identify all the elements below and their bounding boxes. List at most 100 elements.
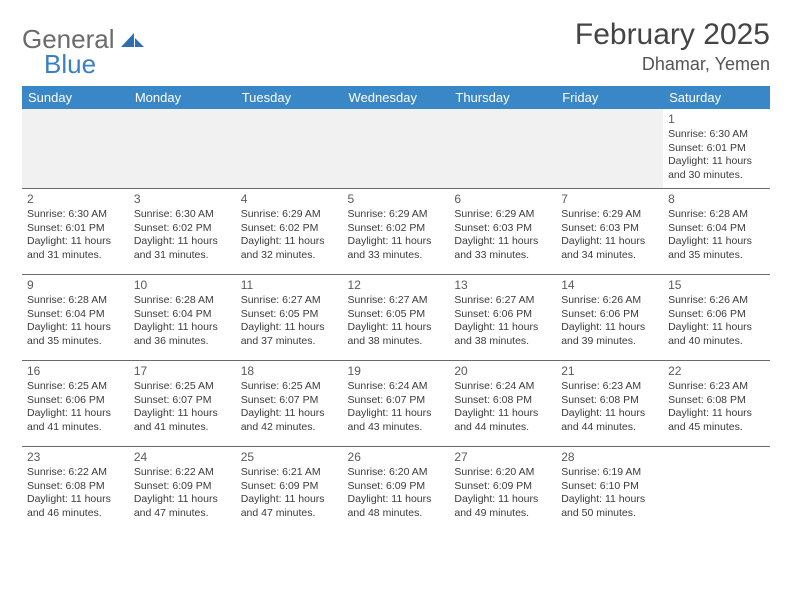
calendar-cell: 14Sunrise: 6:26 AMSunset: 6:06 PMDayligh… [556, 275, 663, 361]
calendar-cell: 10Sunrise: 6:28 AMSunset: 6:04 PMDayligh… [129, 275, 236, 361]
sunrise-text: Sunrise: 6:25 AM [134, 380, 231, 393]
sunrise-text: Sunrise: 6:28 AM [668, 208, 765, 221]
calendar-cell: 9Sunrise: 6:28 AMSunset: 6:04 PMDaylight… [22, 275, 129, 361]
sunrise-text: Sunrise: 6:20 AM [348, 466, 445, 479]
sunset-text: Sunset: 6:02 PM [241, 222, 338, 235]
sunset-text: Sunset: 6:04 PM [27, 308, 124, 321]
daylight-text: Daylight: 11 hours and 33 minutes. [454, 235, 551, 262]
day-number: 20 [454, 364, 551, 379]
calendar-cell: 28Sunrise: 6:19 AMSunset: 6:10 PMDayligh… [556, 447, 663, 533]
calendar-cell: 27Sunrise: 6:20 AMSunset: 6:09 PMDayligh… [449, 447, 556, 533]
day-number: 16 [27, 364, 124, 379]
sunrise-text: Sunrise: 6:21 AM [241, 466, 338, 479]
calendar-cell: 21Sunrise: 6:23 AMSunset: 6:08 PMDayligh… [556, 361, 663, 447]
day-number: 24 [134, 450, 231, 465]
calendar-week: 2Sunrise: 6:30 AMSunset: 6:01 PMDaylight… [22, 189, 770, 275]
calendar-cell [236, 109, 343, 189]
sunset-text: Sunset: 6:09 PM [134, 480, 231, 493]
brand-logo: General Blue [22, 18, 145, 80]
sunset-text: Sunset: 6:04 PM [134, 308, 231, 321]
calendar-cell: 1Sunrise: 6:30 AMSunset: 6:01 PMDaylight… [663, 109, 770, 189]
day-number: 6 [454, 192, 551, 207]
sunset-text: Sunset: 6:06 PM [561, 308, 658, 321]
calendar-cell: 20Sunrise: 6:24 AMSunset: 6:08 PMDayligh… [449, 361, 556, 447]
sunset-text: Sunset: 6:10 PM [561, 480, 658, 493]
day-number: 13 [454, 278, 551, 293]
calendar-cell [343, 109, 450, 189]
weekday-header: Sunday [22, 86, 129, 109]
day-number: 8 [668, 192, 765, 207]
calendar-cell: 22Sunrise: 6:23 AMSunset: 6:08 PMDayligh… [663, 361, 770, 447]
day-number: 25 [241, 450, 338, 465]
sunset-text: Sunset: 6:09 PM [348, 480, 445, 493]
daylight-text: Daylight: 11 hours and 38 minutes. [348, 321, 445, 348]
calendar-cell: 18Sunrise: 6:25 AMSunset: 6:07 PMDayligh… [236, 361, 343, 447]
sunset-text: Sunset: 6:02 PM [134, 222, 231, 235]
sunrise-text: Sunrise: 6:27 AM [241, 294, 338, 307]
sunrise-text: Sunrise: 6:23 AM [561, 380, 658, 393]
sunset-text: Sunset: 6:07 PM [348, 394, 445, 407]
sunset-text: Sunset: 6:04 PM [668, 222, 765, 235]
day-number: 15 [668, 278, 765, 293]
daylight-text: Daylight: 11 hours and 31 minutes. [134, 235, 231, 262]
sunset-text: Sunset: 6:08 PM [454, 394, 551, 407]
daylight-text: Daylight: 11 hours and 47 minutes. [134, 493, 231, 520]
calendar-cell: 25Sunrise: 6:21 AMSunset: 6:09 PMDayligh… [236, 447, 343, 533]
daylight-text: Daylight: 11 hours and 43 minutes. [348, 407, 445, 434]
title-block: February 2025 Dhamar, Yemen [575, 18, 770, 75]
calendar-cell: 12Sunrise: 6:27 AMSunset: 6:05 PMDayligh… [343, 275, 450, 361]
day-number: 7 [561, 192, 658, 207]
sunrise-text: Sunrise: 6:20 AM [454, 466, 551, 479]
calendar-cell: 15Sunrise: 6:26 AMSunset: 6:06 PMDayligh… [663, 275, 770, 361]
calendar-cell: 19Sunrise: 6:24 AMSunset: 6:07 PMDayligh… [343, 361, 450, 447]
daylight-text: Daylight: 11 hours and 41 minutes. [27, 407, 124, 434]
day-number: 18 [241, 364, 338, 379]
calendar-table: Sunday Monday Tuesday Wednesday Thursday… [22, 86, 770, 533]
daylight-text: Daylight: 11 hours and 41 minutes. [134, 407, 231, 434]
daylight-text: Daylight: 11 hours and 50 minutes. [561, 493, 658, 520]
sunset-text: Sunset: 6:09 PM [454, 480, 551, 493]
sunset-text: Sunset: 6:08 PM [668, 394, 765, 407]
sunset-text: Sunset: 6:06 PM [668, 308, 765, 321]
sunset-text: Sunset: 6:07 PM [134, 394, 231, 407]
calendar-header: Sunday Monday Tuesday Wednesday Thursday… [22, 86, 770, 109]
calendar-cell: 3Sunrise: 6:30 AMSunset: 6:02 PMDaylight… [129, 189, 236, 275]
day-number: 12 [348, 278, 445, 293]
daylight-text: Daylight: 11 hours and 36 minutes. [134, 321, 231, 348]
sunset-text: Sunset: 6:03 PM [454, 222, 551, 235]
daylight-text: Daylight: 11 hours and 47 minutes. [241, 493, 338, 520]
sunrise-text: Sunrise: 6:26 AM [668, 294, 765, 307]
day-number: 4 [241, 192, 338, 207]
calendar-week: 9Sunrise: 6:28 AMSunset: 6:04 PMDaylight… [22, 275, 770, 361]
calendar-page: General Blue February 2025 Dhamar, Yemen… [0, 0, 792, 543]
calendar-cell: 5Sunrise: 6:29 AMSunset: 6:02 PMDaylight… [343, 189, 450, 275]
sunrise-text: Sunrise: 6:30 AM [134, 208, 231, 221]
day-number: 10 [134, 278, 231, 293]
daylight-text: Daylight: 11 hours and 35 minutes. [668, 235, 765, 262]
daylight-text: Daylight: 11 hours and 37 minutes. [241, 321, 338, 348]
daylight-text: Daylight: 11 hours and 35 minutes. [27, 321, 124, 348]
logo-text-block: General Blue [22, 24, 145, 80]
day-number: 14 [561, 278, 658, 293]
calendar-cell: 24Sunrise: 6:22 AMSunset: 6:09 PMDayligh… [129, 447, 236, 533]
sunrise-text: Sunrise: 6:25 AM [241, 380, 338, 393]
daylight-text: Daylight: 11 hours and 34 minutes. [561, 235, 658, 262]
sunset-text: Sunset: 6:06 PM [454, 308, 551, 321]
day-number: 28 [561, 450, 658, 465]
calendar-cell: 6Sunrise: 6:29 AMSunset: 6:03 PMDaylight… [449, 189, 556, 275]
daylight-text: Daylight: 11 hours and 32 minutes. [241, 235, 338, 262]
day-number: 19 [348, 364, 445, 379]
calendar-cell: 7Sunrise: 6:29 AMSunset: 6:03 PMDaylight… [556, 189, 663, 275]
sunrise-text: Sunrise: 6:23 AM [668, 380, 765, 393]
sunrise-text: Sunrise: 6:29 AM [561, 208, 658, 221]
sunset-text: Sunset: 6:01 PM [668, 142, 765, 155]
day-number: 21 [561, 364, 658, 379]
day-number: 5 [348, 192, 445, 207]
daylight-text: Daylight: 11 hours and 39 minutes. [561, 321, 658, 348]
weekday-header: Monday [129, 86, 236, 109]
sunset-text: Sunset: 6:09 PM [241, 480, 338, 493]
daylight-text: Daylight: 11 hours and 38 minutes. [454, 321, 551, 348]
calendar-week: 16Sunrise: 6:25 AMSunset: 6:06 PMDayligh… [22, 361, 770, 447]
sunset-text: Sunset: 6:07 PM [241, 394, 338, 407]
daylight-text: Daylight: 11 hours and 48 minutes. [348, 493, 445, 520]
